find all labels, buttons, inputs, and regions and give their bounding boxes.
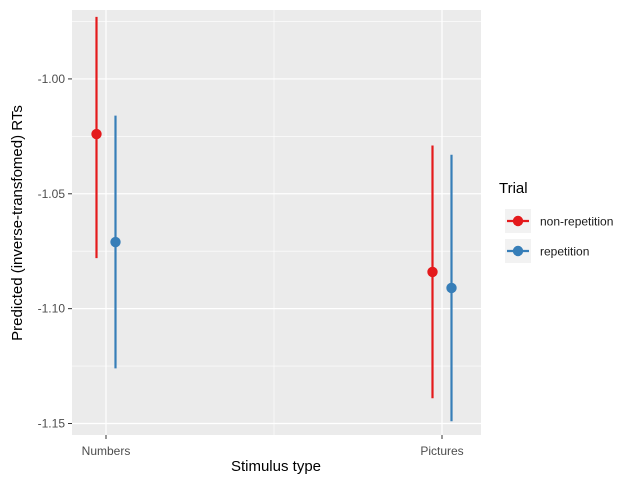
y-tick-label: -1.15 [38, 417, 66, 431]
x-tick-label: Pictures [420, 444, 463, 458]
major-gridlines [72, 10, 481, 435]
y-tick-label: -1.05 [38, 187, 66, 201]
y-axis-title: Predicted (inverse-transfomed) RTs [9, 105, 26, 341]
legend-label: repetition [540, 245, 589, 259]
data-point [110, 236, 121, 248]
y-axis: -1.15 -1.10 -1.05 -1.00 [38, 72, 72, 431]
legend-key-point [512, 215, 524, 227]
data-point [446, 282, 457, 294]
x-tick-label: Numbers [82, 444, 131, 458]
data-point [427, 266, 438, 278]
minor-gridlines [72, 10, 481, 435]
legend-label: non-repetition [540, 215, 613, 229]
plot-panel [72, 10, 481, 435]
x-axis-title: Stimulus type [231, 458, 321, 475]
legend-title: Trial [499, 180, 528, 197]
x-axis: Numbers Pictures [82, 435, 464, 458]
legend-key-point [512, 245, 524, 257]
chart-marks [91, 16, 457, 422]
data-point [91, 128, 102, 140]
legend: Trial non-repetition repetition [499, 180, 613, 263]
y-tick-label: -1.00 [38, 72, 66, 86]
y-tick-label: -1.10 [38, 302, 66, 316]
